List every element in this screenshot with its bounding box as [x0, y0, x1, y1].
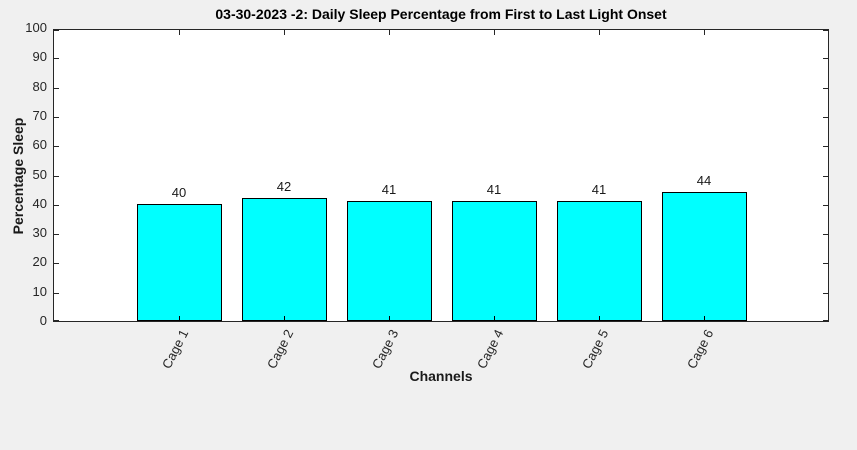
- y-tick-mark-right: [823, 320, 828, 321]
- y-tick-mark-left: [54, 320, 59, 321]
- y-tick-mark-left: [54, 58, 59, 60]
- x-axis-label: Channels: [409, 368, 473, 384]
- y-tick-mark-right: [823, 292, 828, 294]
- y-tick-label: 0: [39, 313, 47, 328]
- y-tick-mark-left: [54, 263, 59, 265]
- x-tick-mark-bottom: [704, 316, 705, 321]
- x-tick-mark-bottom: [284, 316, 285, 321]
- x-tick-mark-top: [179, 30, 180, 35]
- x-tick-mark-top: [599, 30, 600, 35]
- x-tick-mark-top: [704, 30, 705, 35]
- bar: [242, 198, 327, 321]
- y-tick-mark-right: [823, 204, 828, 206]
- x-tick-mark-bottom: [599, 316, 600, 321]
- y-tick-mark-left: [54, 204, 59, 206]
- y-tick-mark-right: [823, 263, 828, 265]
- x-tick-label: Cage 5: [578, 327, 612, 372]
- y-tick-label: 30: [32, 225, 47, 241]
- y-tick-mark-right: [823, 234, 828, 236]
- y-tick-label: 90: [32, 49, 47, 65]
- y-tick-mark-left: [54, 30, 59, 31]
- y-tick-mark-left: [54, 175, 59, 177]
- plot-area: 40 42 41 41 41 44: [53, 29, 829, 322]
- y-tick-mark-right: [823, 87, 828, 89]
- y-tick-mark-right: [823, 116, 828, 118]
- y-tick-label: 20: [32, 254, 47, 270]
- y-tick-mark-right: [823, 175, 828, 177]
- x-tick-mark-bottom: [494, 316, 495, 321]
- bar: [347, 201, 432, 321]
- bar-value-label: 44: [696, 173, 712, 188]
- y-tick-mark-left: [54, 234, 59, 236]
- y-tick-label: 70: [32, 107, 47, 123]
- x-tick-mark-top: [284, 30, 285, 35]
- y-tick-mark-right: [823, 30, 828, 31]
- x-tick-label: Cage 3: [368, 327, 402, 372]
- bar: [557, 201, 642, 321]
- x-tick-label: Cage 6: [683, 327, 717, 372]
- bar: [662, 192, 747, 321]
- x-tick-label: Cage 4: [473, 327, 507, 372]
- y-tick-mark-right: [823, 146, 828, 148]
- y-tick-label: 50: [32, 166, 47, 182]
- y-tick-label: 40: [32, 195, 47, 211]
- y-tick-mark-left: [54, 87, 59, 89]
- bar: [452, 201, 537, 321]
- y-tick-mark-right: [823, 58, 828, 60]
- y-tick-label: 80: [32, 78, 47, 94]
- y-tick-mark-left: [54, 146, 59, 148]
- matlab-figure: 03-30-2023 -2: Daily Sleep Percentage fr…: [10, 6, 829, 384]
- bar: [137, 204, 222, 321]
- bar-value-label: 42: [276, 179, 292, 194]
- y-tick-mark-left: [54, 116, 59, 118]
- x-tick-mark-top: [389, 30, 390, 35]
- bar-value-label: 41: [381, 182, 397, 197]
- x-tick-label: Cage 1: [158, 327, 192, 372]
- y-tick-label: 100: [25, 20, 47, 35]
- y-tick-label: 60: [32, 137, 47, 153]
- x-tick-mark-top: [494, 30, 495, 35]
- y-tick-label: 10: [32, 283, 47, 299]
- bar-value-label: 41: [591, 182, 607, 197]
- bar-value-label: 41: [486, 182, 502, 197]
- x-tick-label: Cage 2: [263, 327, 297, 372]
- y-tick-mark-left: [54, 292, 59, 294]
- x-tick-mark-bottom: [389, 316, 390, 321]
- chart-title: 03-30-2023 -2: Daily Sleep Percentage fr…: [215, 6, 667, 22]
- bar-value-label: 40: [171, 185, 187, 200]
- x-tick-mark-bottom: [179, 316, 180, 321]
